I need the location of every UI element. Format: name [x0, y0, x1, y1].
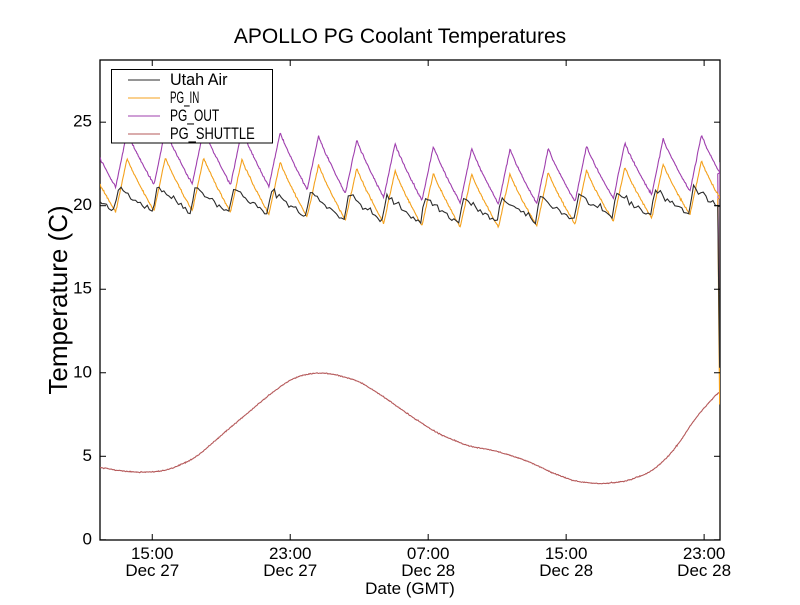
svg-text:Dec 28: Dec 28 — [677, 561, 731, 580]
svg-text:Utah Air: Utah Air — [170, 71, 228, 89]
svg-text:Dec 28: Dec 28 — [401, 561, 455, 580]
svg-text:PG_OUT: PG_OUT — [170, 107, 219, 125]
svg-text:Dec 27: Dec 27 — [263, 561, 317, 580]
svg-text:0: 0 — [83, 529, 92, 548]
svg-text:25: 25 — [73, 112, 92, 131]
svg-text:Date (GMT): Date (GMT) — [365, 579, 455, 598]
svg-text:5: 5 — [83, 446, 92, 465]
svg-text:PG_SHUTTLE: PG_SHUTTLE — [170, 125, 255, 143]
svg-text:PG_IN: PG_IN — [170, 89, 199, 107]
svg-text:APOLLO PG Coolant Temperatures: APOLLO PG Coolant Temperatures — [234, 25, 566, 48]
svg-text:Dec 28: Dec 28 — [539, 561, 593, 580]
svg-text:20: 20 — [73, 195, 92, 214]
svg-text:Dec 27: Dec 27 — [125, 561, 179, 580]
svg-text:Temperature (C): Temperature (C) — [43, 205, 73, 394]
svg-text:15: 15 — [73, 279, 92, 298]
svg-text:10: 10 — [73, 362, 92, 381]
